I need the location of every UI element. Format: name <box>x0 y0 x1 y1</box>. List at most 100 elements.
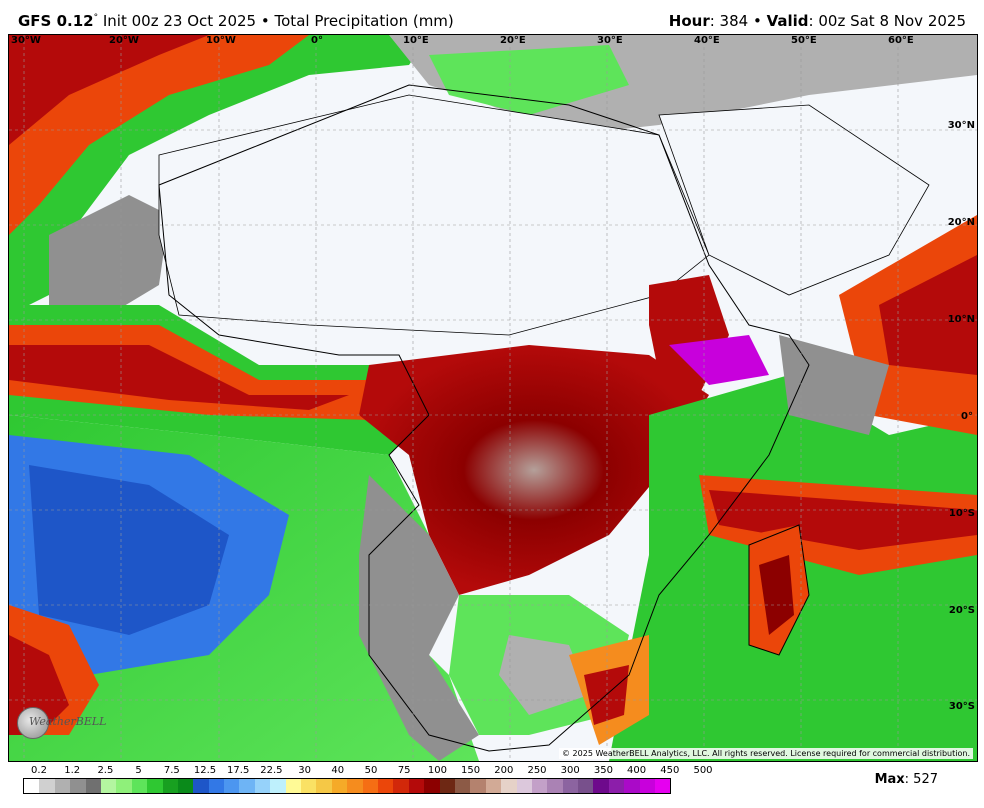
legend-tick-label: 30 <box>298 765 311 776</box>
legend-swatch <box>224 779 240 793</box>
legend-swatch <box>347 779 363 793</box>
separator: • <box>260 12 270 30</box>
separator-2: • <box>752 12 762 30</box>
kalahari-grey <box>499 635 589 715</box>
init-time: Init 00z 23 Oct 2025 <box>102 12 257 30</box>
legend-swatch <box>193 779 209 793</box>
legend-tick-label: 1.2 <box>64 765 81 776</box>
lat-label-20n: 20°N <box>947 217 975 228</box>
lon-label-60e: 60°E <box>888 35 914 46</box>
south-atlantic-blue-core <box>29 465 229 635</box>
valid-label: Valid <box>766 12 809 30</box>
legend-swatch <box>54 779 71 793</box>
precip-legend: 0.2 1.2 2.5 5 7.5 12.5 17.5 22.5 30 40 50 75 100 150 2… <box>23 765 723 805</box>
legend-tick-label: 22.5 <box>260 765 283 776</box>
legend-colorbar <box>23 778 672 794</box>
legend-swatch <box>485 779 502 793</box>
legend-swatch <box>177 779 194 793</box>
legend-swatch <box>377 779 394 793</box>
mediterranean-green <box>429 45 629 115</box>
hour-value: : 384 <box>709 12 749 30</box>
legend-swatch <box>501 779 517 793</box>
legend-tick-label: 40 <box>331 765 345 776</box>
legend-swatch <box>316 779 332 793</box>
legend-tick-label: 2.5 <box>97 765 114 776</box>
legend-swatch <box>239 779 255 793</box>
lon-label-10w: 10°W <box>206 35 236 46</box>
legend-tick-label: 400 <box>627 765 647 776</box>
product-name: Total Precipitation (mm) <box>274 12 454 30</box>
legend-tick-label: 100 <box>427 765 447 776</box>
legend-swatch <box>85 779 101 793</box>
lat-label-10n: 10°N <box>947 314 975 325</box>
lat-label-20s: 20°S <box>948 605 975 616</box>
africa-coastline <box>158 84 810 752</box>
legend-swatch <box>331 779 348 793</box>
legend-swatch <box>578 779 594 793</box>
namibia-grey <box>359 475 479 761</box>
title-right: Hour: 384 • Valid: 00z Sat 8 Nov 2025 <box>669 12 966 30</box>
legend-swatch <box>547 779 563 793</box>
model-degree: ° <box>93 13 99 23</box>
weatherbell-logo: WeatherBELL <box>15 705 115 741</box>
legend-swatch <box>131 779 148 793</box>
legend-swatch <box>208 779 225 793</box>
max-value: : 527 <box>904 772 938 787</box>
lon-label-40e: 40°E <box>694 35 720 46</box>
logo-globe-icon <box>17 707 49 739</box>
graticule <box>9 35 977 761</box>
legend-swatch <box>162 779 178 793</box>
legend-tick-label: 300 <box>560 765 580 776</box>
legend-swatch <box>624 779 640 793</box>
title-left: GFS 0.12° Init 00z 23 Oct 2025 • Total P… <box>18 12 454 30</box>
max-value-box: Max: 527 <box>875 772 938 787</box>
legend-swatch <box>24 779 40 793</box>
legend-tick-label: 200 <box>494 765 514 776</box>
map-canvas <box>9 35 977 761</box>
legend-tick-label: 5 <box>135 765 142 776</box>
legend-swatch <box>408 779 425 793</box>
central-africa-heavy <box>359 345 709 595</box>
legend-swatch <box>116 779 132 793</box>
lat-label-10s: 10°S <box>948 508 975 519</box>
hour-label: Hour <box>668 12 710 30</box>
somalia-grey <box>779 335 889 435</box>
lat-label-30s: 30°S <box>948 701 975 712</box>
legend-tick-label: 50 <box>364 765 378 776</box>
max-label: Max <box>874 772 905 787</box>
ethiopia-magenta <box>669 335 769 385</box>
legend-tick-label: 75 <box>397 765 411 776</box>
legend-swatch <box>439 779 455 793</box>
lon-label-20e: 20°E <box>500 35 526 46</box>
legend-swatch <box>254 779 271 793</box>
lon-label-10e: 10°E <box>403 35 429 46</box>
legend-tick-label: 500 <box>693 765 713 776</box>
legend-swatch <box>639 779 656 793</box>
lat-label-30n: 30°N <box>947 120 975 131</box>
logo-text: WeatherBELL <box>29 715 107 728</box>
legend-tick-label: 250 <box>527 765 547 776</box>
madagascar-outline <box>748 524 810 656</box>
legend-swatch <box>100 779 117 793</box>
legend-tick-label: 17.5 <box>227 765 250 776</box>
legend-swatch <box>531 779 548 793</box>
legend-swatch <box>655 779 671 793</box>
legend-swatch <box>424 779 440 793</box>
copyright-notice: © 2025 WeatherBELL Analytics, LLC. All r… <box>559 748 973 759</box>
legend-tick-label: 150 <box>461 765 481 776</box>
legend-tick-label: 12.5 <box>193 765 217 776</box>
legend-tick-label: 7.5 <box>163 765 180 776</box>
lat-label-0: 0° <box>961 411 973 422</box>
madagascar-red <box>759 555 794 635</box>
lon-label-30w: 30°W <box>11 35 41 46</box>
precipitation-map: 30°W 20°W 10°W 0° 10°E 20°E 30°E 40°E 50… <box>8 34 978 762</box>
legend-swatch <box>470 779 486 793</box>
arabian-peninsula <box>658 104 930 296</box>
legend-swatch <box>362 779 378 793</box>
lon-label-30e: 30°E <box>597 35 623 46</box>
model-name: GFS 0.12 <box>18 12 94 30</box>
sahara-dry <box>158 94 710 336</box>
legend-tick-label: 450 <box>660 765 680 776</box>
legend-tick-label: 350 <box>593 765 613 776</box>
legend-swatch <box>147 779 163 793</box>
